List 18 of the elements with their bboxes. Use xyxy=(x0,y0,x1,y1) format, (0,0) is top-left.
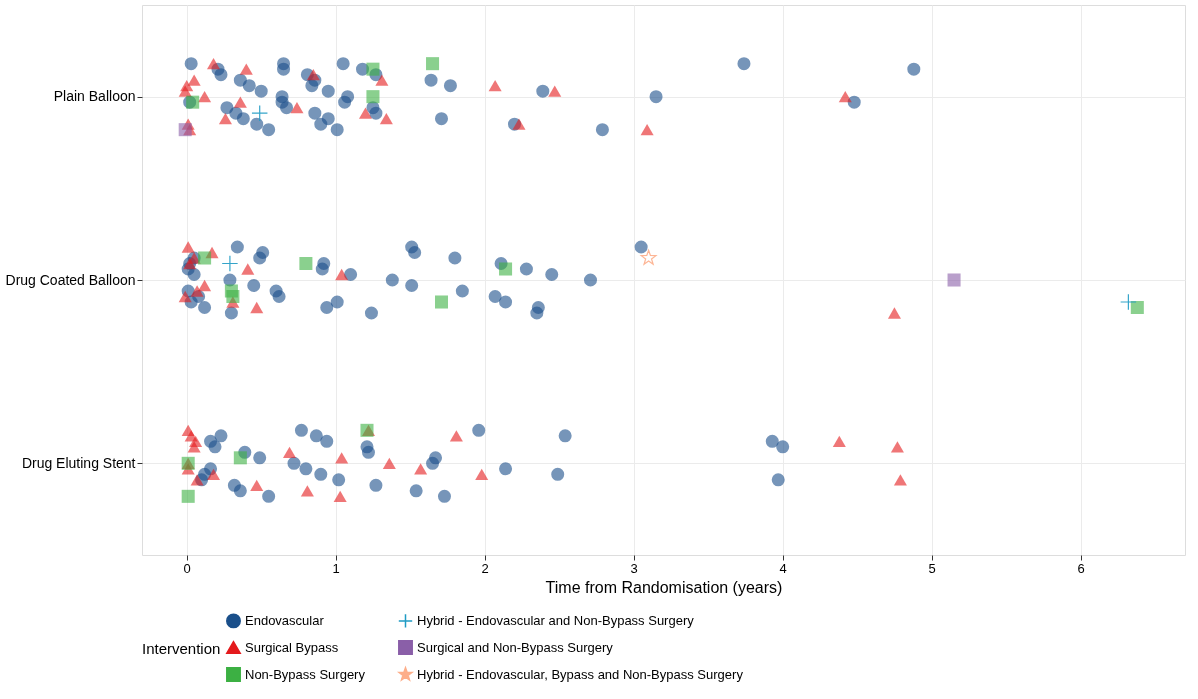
legend-label: Hybrid - Endovascular and Non-Bypass Surgery xyxy=(417,612,695,628)
y-tick-label: Plain Balloon xyxy=(53,88,136,105)
legend-label: Surgical Bypass xyxy=(245,639,339,655)
legend-label: Surgical and Non-Bypass Surgery xyxy=(417,639,614,655)
x-tick-label: 0 xyxy=(183,560,191,576)
x-tick-label: 6 xyxy=(1077,560,1085,576)
y-tick-label: Drug Eluting Stent xyxy=(21,454,136,471)
x-tick-label: 5 xyxy=(928,560,936,576)
x-tick-label: 1 xyxy=(332,560,340,576)
legend-title: Intervention xyxy=(142,640,221,657)
x-axis-title: Time from Randomisation (years) xyxy=(545,578,783,596)
legend-label: Non-Bypass Surgery xyxy=(245,666,366,682)
legend-label: Hybrid - Endovascular, Bypass and Non-Bypass Surgery xyxy=(417,666,744,682)
y-tick-label: Drug Coated Balloon xyxy=(5,271,136,288)
x-tick-label: 2 xyxy=(481,560,489,576)
x-tick-label: 4 xyxy=(779,560,787,576)
x-tick-label: 3 xyxy=(630,560,638,576)
legend-label: Endovascular xyxy=(245,612,325,628)
